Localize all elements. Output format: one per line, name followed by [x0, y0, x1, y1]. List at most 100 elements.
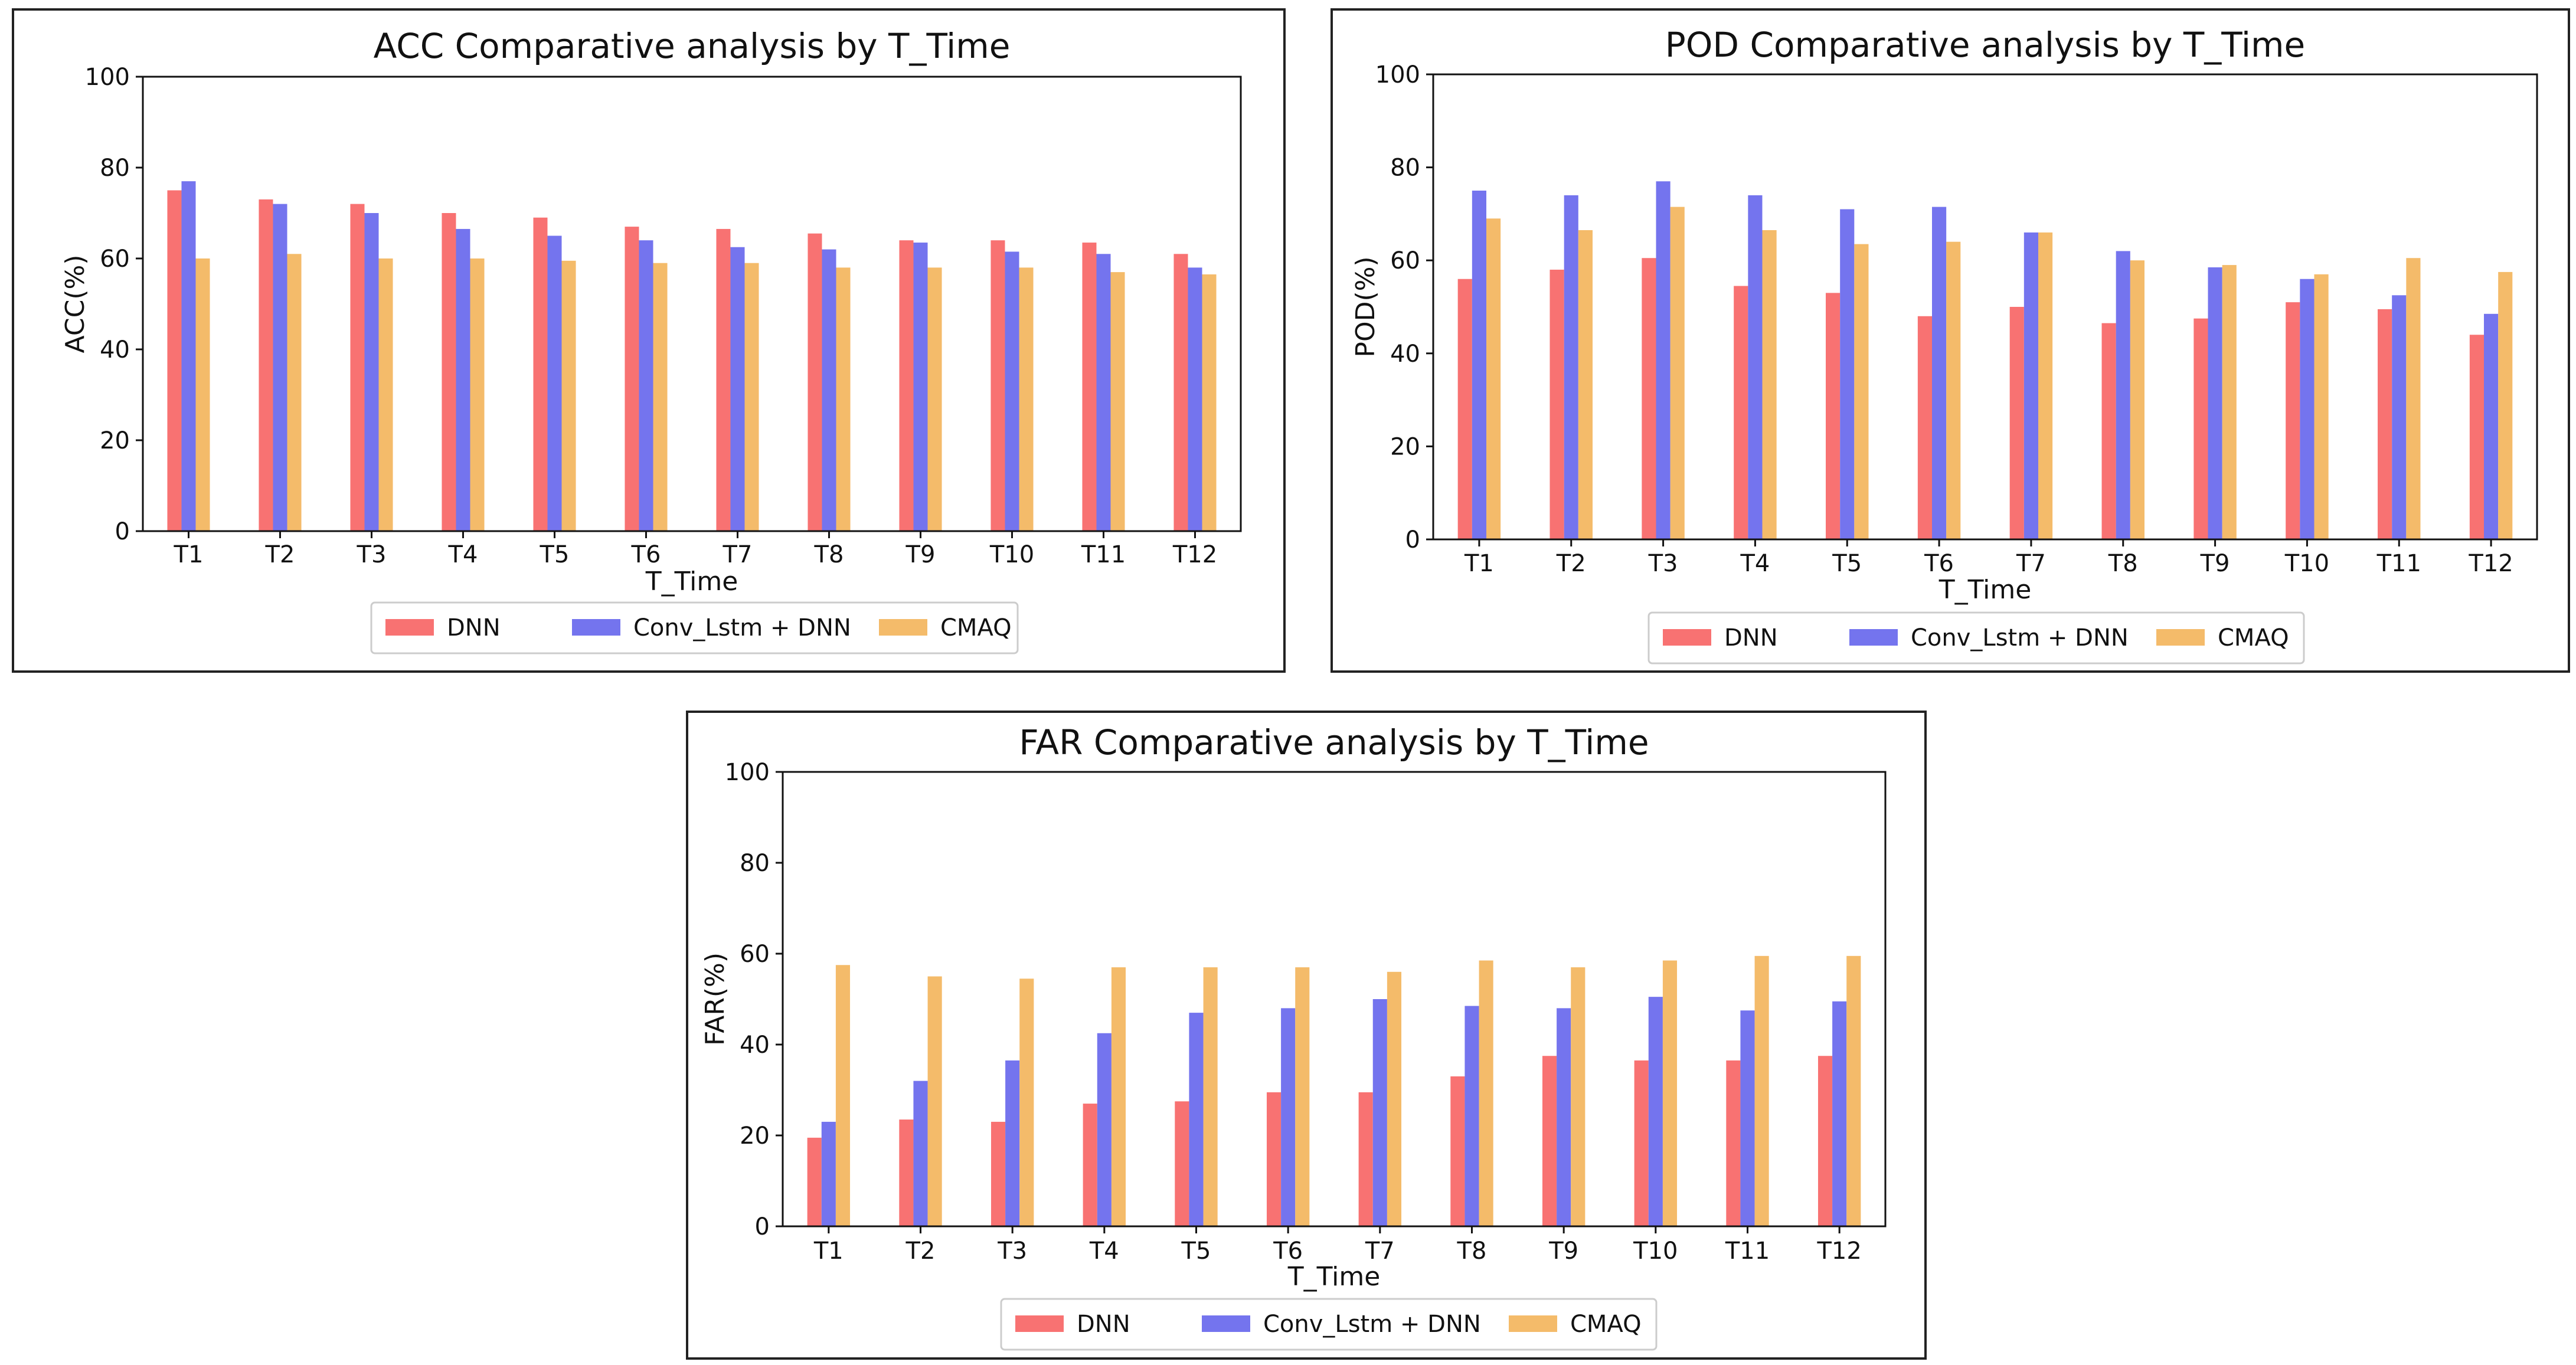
far-bar-chart: FAR Comparative analysis by T_Time 0 20 40 6…	[700, 722, 1887, 1351]
pod-x-tick-label: T1	[1464, 550, 1494, 577]
acc-bar-chart: ACC Comparative analysis by T_Time 0 20 40 6…	[60, 26, 1242, 654]
acc-bar-cmaq-t5	[561, 260, 576, 531]
far-plot-area	[782, 771, 1887, 1227]
far-bar-dnn-t8	[1450, 1076, 1465, 1226]
far-legend-swatch-0	[1015, 1315, 1064, 1332]
far-bar-conv-lstm-dnn-t12	[1832, 1001, 1847, 1226]
acc-bar-cmaq-t7	[744, 263, 759, 531]
far-bar-cmaq-t5	[1203, 967, 1218, 1226]
far-bar-dnn-t7	[1358, 1092, 1373, 1226]
far-bar-conv-lstm-dnn-t11	[1740, 1010, 1755, 1226]
far-bar-cmaq-t3	[1019, 978, 1034, 1226]
pod-x-tick-label: T7	[2016, 550, 2046, 577]
far-bar-conv-lstm-dnn-t1	[821, 1121, 836, 1226]
pod-legend: DNN Conv_Lstm + DNN CMAQ	[1647, 611, 2305, 665]
far-bar-cmaq-t1	[835, 965, 851, 1226]
pod-legend-swatch-1	[1849, 629, 1898, 646]
pod-bar-cmaq-t6	[1946, 241, 1961, 539]
acc-y-tick-label: 40	[100, 336, 130, 364]
far-bar-conv-lstm-dnn-t9	[1557, 1008, 1571, 1226]
far-bar-conv-lstm-dnn-t3	[1005, 1060, 1020, 1226]
pod-x-tick-label: T9	[2200, 550, 2230, 577]
acc-x-tick-label: T5	[540, 541, 570, 568]
far-bar-cmaq-t11	[1754, 955, 1769, 1226]
far-bar-dnn-t11	[1726, 1060, 1741, 1226]
acc-bar-cmaq-t1	[195, 258, 210, 531]
acc-bar-cmaq-t6	[653, 263, 668, 531]
acc-legend-swatch-2	[879, 619, 927, 636]
pod-plot-area	[1432, 73, 2538, 541]
acc-x-tick-label: T8	[814, 541, 844, 568]
pod-bar-conv-lstm-dnn-t4	[1748, 195, 1763, 539]
far-x-tick-label: T3	[997, 1238, 1027, 1265]
far-bar-dnn-t10	[1634, 1060, 1649, 1226]
acc-bar-conv-lstm-dnn-t3	[364, 213, 379, 531]
far-legend-box	[1000, 1298, 1658, 1351]
far-x-tick-label: T7	[1365, 1238, 1395, 1265]
far-x-tick-label: T5	[1181, 1238, 1211, 1265]
acc-bar-conv-lstm-dnn-t8	[822, 249, 836, 531]
far-legend-swatch-1	[1202, 1315, 1250, 1332]
acc-bar-cmaq-t12	[1202, 274, 1217, 531]
far-bar-cmaq-t4	[1111, 967, 1126, 1226]
pod-chart-title: POD Comparative analysis by T_Time	[1665, 25, 2305, 65]
pod-bar-cmaq-t2	[1578, 230, 1593, 540]
pod-x-tick-label: T6	[1924, 550, 1954, 577]
pod-bar-cmaq-t9	[2222, 265, 2237, 539]
far-bar-dnn-t9	[1542, 1056, 1557, 1226]
pod-bar-cmaq-t11	[2406, 258, 2421, 539]
acc-legend: DNN Conv_Lstm + DNN CMAQ	[370, 601, 1019, 654]
far-y-tick-label: 40	[740, 1032, 770, 1059]
pod-bar-conv-lstm-dnn-t1	[1472, 191, 1486, 539]
far-bar-conv-lstm-dnn-t6	[1281, 1008, 1296, 1226]
acc-legend-swatch-0	[385, 619, 434, 636]
acc-bar-dnn-t10	[990, 240, 1005, 531]
far-x-tick-label: T6	[1273, 1238, 1303, 1265]
pod-bar-conv-lstm-dnn-t8	[2116, 251, 2130, 539]
acc-x-tick-label: T4	[448, 541, 478, 568]
pod-x-tick-label: T12	[2468, 550, 2513, 577]
acc-legend-label-0: DNN	[447, 614, 501, 641]
acc-bar-dnn-t9	[899, 240, 914, 531]
pod-x-tick-label: T2	[1556, 550, 1586, 577]
acc-y-axis-label: ACC(%)	[60, 255, 90, 353]
pod-bar-conv-lstm-dnn-t6	[1932, 207, 1947, 540]
far-y-tick-label: 100	[725, 759, 770, 786]
pod-y-tick-label: 0	[1405, 526, 1420, 554]
far-bar-dnn-t4	[1083, 1104, 1097, 1226]
acc-y-tick-label: 80	[100, 155, 130, 182]
acc-bar-dnn-t5	[533, 217, 548, 531]
pod-bar-cmaq-t7	[2038, 232, 2053, 539]
far-legend: DNN Conv_Lstm + DNN CMAQ	[1000, 1298, 1658, 1351]
far-bar-cmaq-t8	[1479, 960, 1493, 1226]
acc-bar-dnn-t2	[259, 199, 273, 531]
pod-bar-conv-lstm-dnn-t2	[1564, 195, 1578, 539]
acc-y-tick-label: 20	[100, 427, 130, 454]
far-x-tick-label: T11	[1725, 1238, 1770, 1265]
far-bar-dnn-t2	[899, 1120, 914, 1226]
acc-bar-conv-lstm-dnn-t10	[1005, 251, 1019, 531]
acc-chart-title: ACC Comparative analysis by T_Time	[374, 26, 1011, 66]
far-x-tick-label: T8	[1457, 1238, 1487, 1265]
acc-bar-dnn-t12	[1173, 254, 1188, 531]
acc-y-tick-label: 60	[100, 245, 130, 273]
pod-legend-label-2: CMAQ	[2218, 624, 2289, 652]
acc-x-tick-label: T1	[174, 541, 204, 568]
acc-bar-conv-lstm-dnn-t2	[273, 204, 287, 532]
acc-bar-cmaq-t11	[1110, 272, 1125, 531]
pod-bar-chart: POD Comparative analysis by T_Time 0 20 40 6…	[1351, 25, 2538, 665]
far-x-tick-label: T4	[1089, 1238, 1119, 1265]
far-x-tick-label: T10	[1633, 1238, 1678, 1265]
acc-x-tick-label: T6	[631, 541, 661, 568]
pod-bar-conv-lstm-dnn-t12	[2484, 313, 2499, 539]
acc-bar-cmaq-t3	[378, 258, 393, 531]
far-bar-cmaq-t2	[927, 976, 942, 1226]
acc-legend-swatch-1	[572, 619, 620, 636]
acc-x-tick-label: T10	[989, 541, 1034, 568]
acc-bar-cmaq-t2	[287, 254, 302, 531]
far-x-axis-label: T_Time	[1287, 1262, 1381, 1292]
pod-bar-cmaq-t12	[2498, 271, 2513, 539]
far-bar-cmaq-t9	[1571, 967, 1586, 1226]
far-chart-panel: FAR Comparative analysis by T_Time 0 20 40 6…	[686, 711, 1927, 1360]
acc-legend-label-1: Conv_Lstm + DNN	[633, 614, 851, 641]
